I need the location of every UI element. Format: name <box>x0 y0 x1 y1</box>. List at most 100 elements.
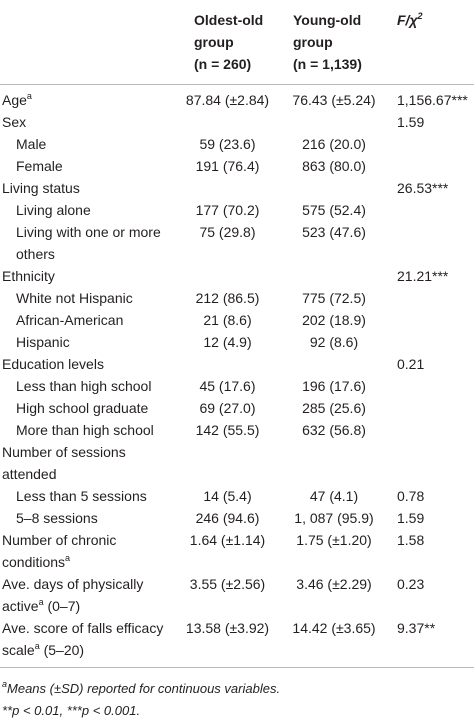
table-row: High school graduate 69 (27.0) 285 (25.6) <box>0 397 474 419</box>
superscript: a <box>38 597 44 607</box>
table-row: Education levels 0.21 <box>0 353 474 375</box>
table-cell: 863 (80.0) <box>302 158 366 174</box>
table-row: Ave. score of falls efficacy scalea (5–2… <box>0 617 474 668</box>
row-label: Number of chronic conditionsa <box>0 529 178 573</box>
table-header: Oldest-old group (n = 260) Young-old group (n… <box>0 0 474 85</box>
superscript: a <box>26 91 32 101</box>
row-label: Living status <box>0 177 178 199</box>
table-cell: 0.23 <box>397 576 425 592</box>
table-cell: 26.53*** <box>397 180 449 196</box>
header-line: (n = 260) <box>194 56 252 72</box>
footnotes: aMeans (±SD) reported for continuous var… <box>0 668 474 722</box>
row-label: Agea <box>0 85 178 112</box>
superscript: a <box>65 553 71 563</box>
row-label: African-American <box>0 309 178 331</box>
text: (5–20) <box>39 642 85 658</box>
table-cell: 775 (72.5) <box>302 290 366 306</box>
header-line: Young-old <box>293 12 362 28</box>
data-table: Oldest-old group (n = 260) Young-old group (n… <box>0 0 474 668</box>
row-label: Hispanic <box>0 331 178 353</box>
table-cell: 575 (52.4) <box>302 202 366 218</box>
table-cell <box>391 331 474 353</box>
text: **p < 0.01, ***p < 0.001. <box>2 703 141 718</box>
table-cell: 285 (25.6) <box>302 400 366 416</box>
text: More than high school <box>16 422 154 438</box>
header-line: F/χ2 <box>397 9 474 31</box>
text: Number of sessions attended <box>2 444 126 482</box>
row-label: Living with one or more others <box>0 221 178 265</box>
table-cell <box>277 265 391 287</box>
header-line: group <box>194 34 234 50</box>
table-row: Less than 5 sessions 14 (5.4) 47 (4.1) 0.78 <box>0 485 474 507</box>
table-row: More than high school 142 (55.5) 632 (56.8… <box>0 419 474 441</box>
header-cell: Oldest-old group (n = 260) <box>178 0 277 85</box>
table-cell: 75 (29.8) <box>199 224 256 240</box>
row-label: Less than high school <box>0 375 178 397</box>
text: Living with one or more others <box>16 224 161 262</box>
table-cell <box>277 353 391 375</box>
row-label: High school graduate <box>0 397 178 419</box>
table-cell <box>391 397 474 419</box>
text: (0–7) <box>43 598 81 614</box>
table-cell: 21.21*** <box>397 268 449 284</box>
text: F/χ <box>397 12 418 28</box>
row-label: Ave. days of physically activea (0–7) <box>0 573 178 617</box>
table-row: Male 59 (23.6) 216 (20.0) <box>0 133 474 155</box>
table-cell: 212 (86.5) <box>195 290 260 306</box>
row-label: Female <box>0 155 178 177</box>
text: Less than 5 sessions <box>16 488 147 504</box>
text: 5–8 sessions <box>16 510 98 526</box>
table-cell: 1.64 (±1.14) <box>189 532 266 548</box>
table-cell <box>391 441 474 485</box>
text: Living status <box>2 180 80 196</box>
table-cell: 87.84 (±2.84) <box>185 92 270 108</box>
row-label: White not Hispanic <box>0 287 178 309</box>
table-cell: 216 (20.0) <box>302 136 366 152</box>
text: Ave. score of falls efficacy scale <box>2 620 164 658</box>
table-cell <box>391 155 474 177</box>
row-label: 5–8 sessions <box>0 507 178 529</box>
table-cell <box>391 287 474 309</box>
table-cell: 191 (76.4) <box>195 158 260 174</box>
table-cell: 9.37** <box>397 620 436 636</box>
row-label: Education levels <box>0 353 178 375</box>
text: High school graduate <box>16 400 149 416</box>
table-cell <box>178 265 277 287</box>
row-label: Living alone <box>0 199 178 221</box>
table-cell <box>178 177 277 199</box>
table-cell: 21 (8.6) <box>203 312 252 328</box>
row-label: Number of sessions attended <box>0 441 178 485</box>
table-row: Less than high school 45 (17.6) 196 (17.6) <box>0 375 474 397</box>
table-cell <box>391 419 474 441</box>
table-cell: 14 (5.4) <box>203 488 252 504</box>
table-cell <box>277 111 391 133</box>
table-cell <box>391 221 474 265</box>
table-cell: 1.59 <box>397 114 425 130</box>
table-row: Number of chronic conditionsa 1.64 (±1.14… <box>0 529 474 573</box>
table-row: Agea 87.84 (±2.84) 76.43 (±5.24) 1,156.67**… <box>0 85 474 112</box>
table-cell: 523 (47.6) <box>302 224 366 240</box>
header-line: group <box>293 34 333 50</box>
table-cell: 3.55 (±2.56) <box>189 576 266 592</box>
table-cell: 69 (27.0) <box>199 400 256 416</box>
table-cell: 246 (94.6) <box>195 510 260 526</box>
text: African-American <box>16 312 124 328</box>
table-cell <box>178 353 277 375</box>
table-row: Living status 26.53*** <box>0 177 474 199</box>
text: Ave. days of physically active <box>2 576 144 614</box>
row-label: Male <box>0 133 178 155</box>
table-cell: 47 (4.1) <box>309 488 359 504</box>
row-label: Less than 5 sessions <box>0 485 178 507</box>
table-cell: 0.78 <box>397 488 425 504</box>
table-cell: 1.75 (±1.20) <box>296 532 372 548</box>
text: Female <box>16 158 63 174</box>
superscript: a <box>34 641 40 651</box>
footnote: **p < 0.01, ***p < 0.001. <box>2 700 474 722</box>
text: Less than high school <box>16 378 152 394</box>
table-row: Ethnicity 21.21*** <box>0 265 474 287</box>
table-cell: 142 (55.5) <box>195 422 260 438</box>
footnote: aMeans (±SD) reported for continuous var… <box>2 678 474 700</box>
text: Number of chronic conditions <box>2 532 117 570</box>
table-cell: 1.58 <box>397 532 425 548</box>
